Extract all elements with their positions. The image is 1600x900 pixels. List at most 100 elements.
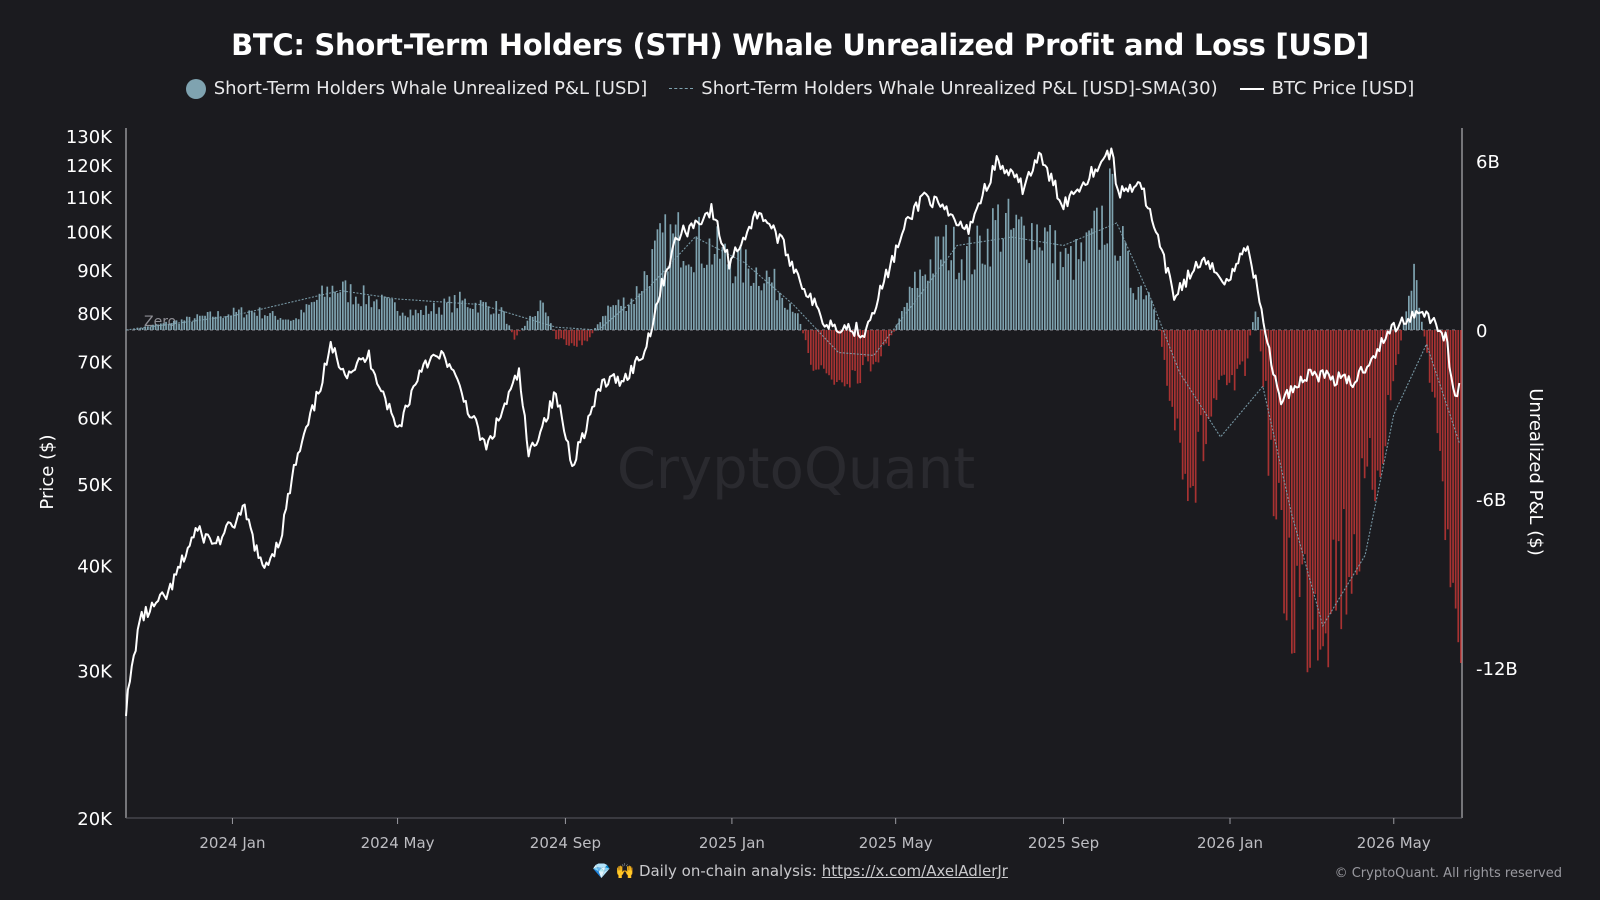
pnl-bar [1239,330,1241,365]
pnl-bar [1283,330,1285,614]
pnl-bar [726,264,729,330]
left-tick-label: 90K [77,261,113,282]
pnl-bar [373,301,375,330]
pnl-bar [407,317,409,330]
pnl-bar [755,267,758,330]
pnl-bar [1116,260,1119,330]
pnl-bar [1062,267,1064,330]
pnl-bar [604,315,607,330]
pnl-bar [817,330,820,370]
pnl-bar [867,330,869,362]
pnl-bar [869,330,872,372]
pnl-bar [802,330,804,334]
pnl-bar [872,330,875,365]
pnl-bar [1439,330,1441,451]
pnl-bar [165,321,167,330]
pnl-bar [422,314,425,330]
pnl-bar [667,271,669,330]
pnl-bar [1387,330,1389,395]
pnl-bar [732,283,734,330]
pnl-bar [547,316,550,330]
x-tick-label: 2024 May [361,834,435,852]
footer-link[interactable]: https://x.com/AxelAdlerJr [821,862,1008,880]
pnl-bar [498,313,500,330]
pnl-bar [968,236,971,330]
pnl-bar [1122,226,1124,330]
pnl-bar [966,246,968,330]
pnl-bar [394,302,396,330]
pnl-bar [706,264,708,330]
pnl-bar [976,225,979,330]
pnl-bar [625,310,628,330]
pnl-bar [565,330,568,346]
pnl-bar [1127,250,1129,330]
pnl-bar [763,283,765,330]
pnl-bar [1275,330,1278,520]
legend-item-sma[interactable]: Short-Term Holders Whale Unrealized P&L … [669,78,1218,99]
pnl-bar [347,302,349,330]
pnl-bar [318,293,321,330]
pnl-bar [477,312,479,330]
pnl-bar [1306,330,1309,673]
pnl-bar [1436,330,1439,434]
pnl-bar [1376,330,1379,471]
pnl-bar [355,296,357,330]
pnl-bar [1319,330,1322,650]
pnl-bar [464,298,466,330]
pnl-bar [919,269,921,330]
pnl-bar [945,224,947,330]
pnl-bar [934,236,937,330]
pnl-bar [1369,330,1371,438]
pnl-bar [1304,330,1306,555]
x-tick-label: 2024 Jan [199,834,265,852]
pnl-bar [734,276,737,330]
pnl-bar [1007,198,1010,330]
pnl-bar [581,330,583,346]
pnl-bar [1041,250,1044,330]
legend-dot-icon [185,78,206,99]
pnl-bar [771,282,773,330]
pnl-bar [290,320,292,330]
pnl-bar [1088,230,1090,330]
pnl-bar [1220,330,1223,376]
x-tick-label: 2024 Sep [530,834,601,852]
pnl-bar [1348,330,1350,578]
pnl-bar [334,291,336,330]
legend-item-pnl[interactable]: Short-Term Holders Whale Unrealized P&L … [185,78,647,99]
pnl-bar [760,290,763,330]
pnl-bar [391,298,394,330]
legend-item-price[interactable]: BTC Price [USD] [1239,78,1414,99]
pnl-bar [750,285,752,330]
pnl-bar [854,330,856,371]
pnl-bar [1345,330,1348,615]
pnl-bar [183,320,186,330]
pnl-bar [1449,330,1452,588]
pnl-bar [669,224,672,330]
right-tick-label: 0 [1476,321,1487,342]
pnl-bar [1309,330,1311,668]
pnl-bar [282,319,284,330]
pnl-bar [656,229,659,330]
pnl-bar [513,330,516,340]
pnl-bar [1415,280,1418,330]
pnl-bar [1101,205,1103,330]
pnl-bar [1163,330,1166,360]
pnl-bar [607,305,609,330]
pnl-bar [490,314,492,330]
pnl-bar [329,297,331,330]
pnl-bar [316,299,318,330]
pnl-bar [469,308,472,330]
pnl-bar [303,312,305,330]
chart-title: BTC: Short-Term Holders (STH) Whale Unre… [231,28,1369,62]
pnl-bar [349,284,352,330]
pnl-bar [487,306,490,330]
pnl-bar [1054,230,1057,330]
pnl-bar [321,285,323,330]
pnl-bar [1236,330,1239,369]
pnl-bar [495,301,498,330]
pnl-bar [797,313,799,330]
pnl-bar [641,291,643,330]
pnl-bar [352,304,355,330]
legend-dash-icon [669,88,694,89]
pnl-bar [492,313,495,330]
